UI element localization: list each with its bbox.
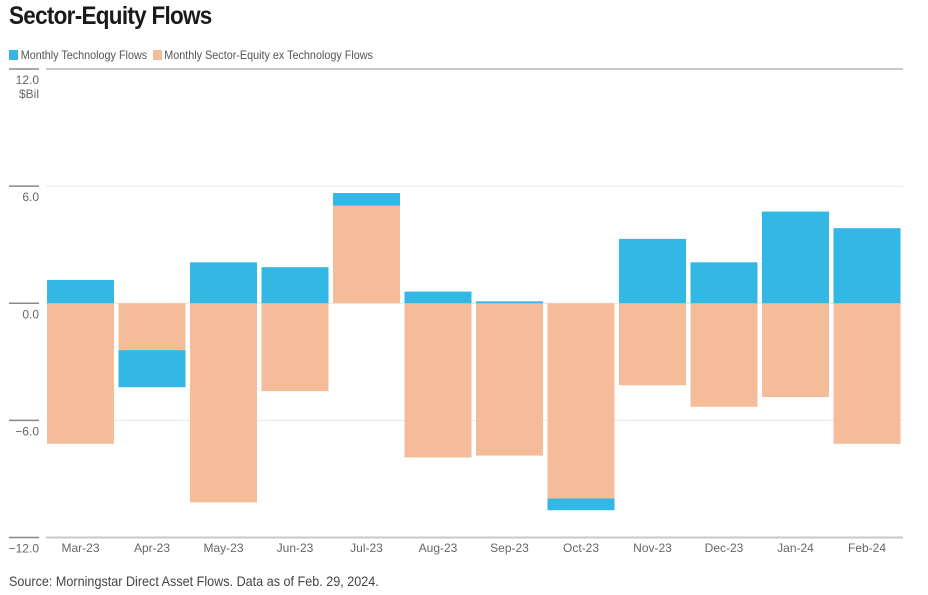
xtick-label: Apr-23 [134, 541, 170, 555]
bar-technology [690, 262, 758, 304]
xtick-label: Sep-23 [490, 541, 529, 555]
legend-label-sector: Monthly Sector-Equity ex Technology Flow… [164, 48, 373, 62]
bar-sector-ex-tech [619, 303, 686, 386]
bar-sector-ex-tech [333, 205, 400, 304]
bar-sector-ex-tech [547, 303, 615, 499]
legend: Monthly Technology Flows Monthly Sector-… [9, 48, 378, 62]
xtick-label: Aug-23 [419, 541, 458, 555]
xtick-label: Mar-23 [61, 541, 99, 555]
bar-technology [118, 350, 186, 388]
bar-sector-ex-tech [261, 303, 329, 392]
xtick-label: Jan-24 [777, 541, 814, 555]
legend-label-tech: Monthly Technology Flows [20, 48, 148, 62]
bar-sector-ex-tech [118, 303, 186, 351]
y-axis-unit: $Bil [19, 87, 39, 101]
bar-sector-ex-tech [762, 303, 829, 397]
legend-swatch-sector [152, 50, 162, 60]
bar-technology [619, 238, 686, 304]
bar-sector-ex-tech [47, 303, 114, 444]
bar-sector-ex-tech [190, 303, 257, 503]
xtick-label: Nov-23 [633, 541, 672, 555]
bar-technology [47, 279, 114, 304]
chart-title: Sector-Equity Flows [9, 2, 212, 30]
bar-technology [833, 228, 901, 304]
xtick-label: Oct-23 [563, 541, 599, 555]
bar-technology [190, 262, 257, 304]
bar-technology [476, 301, 543, 304]
ytick-label: 6.0 [22, 190, 39, 204]
xtick-label: Jun-23 [277, 541, 314, 555]
bar-sector-ex-tech [476, 303, 543, 456]
ytick-label: −6.0 [15, 424, 39, 438]
xtick-label: May-23 [203, 541, 243, 555]
bar-technology [404, 291, 472, 304]
xtick-label: Jul-23 [350, 541, 383, 555]
bar-technology [261, 267, 329, 304]
source-note: Source: Morningstar Direct Asset Flows. … [9, 573, 379, 589]
xtick-label: Dec-23 [705, 541, 744, 555]
bar-sector-ex-tech [833, 303, 901, 444]
bar-sector-ex-tech [404, 303, 472, 458]
bar-technology [762, 211, 829, 304]
xtick-label: Feb-24 [848, 541, 886, 555]
ytick-label: 12.0 [16, 73, 40, 87]
bar-sector-ex-tech [690, 303, 758, 407]
bar-technology [333, 193, 400, 206]
ytick-label: 0.0 [22, 307, 39, 321]
legend-swatch-tech [9, 50, 18, 60]
ytick-label: −12.0 [9, 542, 40, 556]
bar-technology [547, 498, 615, 511]
